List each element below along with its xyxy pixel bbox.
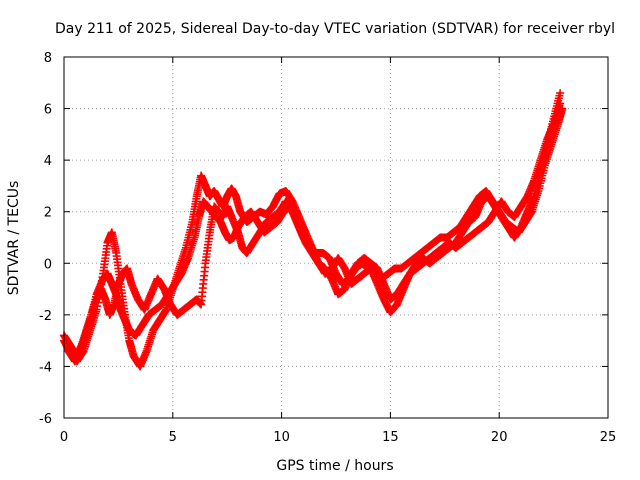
series-track-a	[60, 89, 565, 371]
x-tick-label: 25	[600, 430, 617, 445]
x-tick-label: 0	[60, 430, 68, 445]
y-axis-ticks: -6 -4 -2 0 2 4 6 8	[39, 51, 608, 427]
x-axis-label: GPS time / hours	[276, 458, 393, 474]
x-tick-label: 10	[273, 430, 290, 445]
y-tick-label: 8	[44, 51, 52, 66]
y-tick-label: -4	[39, 360, 52, 375]
chart-title: Day 211 of 2025, Sidereal Day-to-day VTE…	[55, 21, 615, 37]
data-points	[60, 89, 567, 371]
y-tick-label: 6	[44, 103, 52, 118]
series-track-b	[60, 104, 567, 361]
x-tick-label: 20	[491, 430, 508, 445]
y-tick-label: -2	[39, 309, 52, 324]
series-track-c	[64, 99, 565, 366]
y-tick-label: 2	[44, 206, 52, 221]
x-axis-ticks: 0 5 10 15 20 25	[60, 57, 616, 445]
y-tick-label: 4	[44, 154, 52, 169]
x-tick-label: 5	[169, 430, 177, 445]
x-tick-label: 15	[382, 430, 399, 445]
y-axis-label: SDTVAR / TECUs	[6, 181, 22, 296]
data-point	[556, 99, 565, 108]
grid	[64, 57, 608, 418]
y-tick-label: 0	[44, 257, 52, 272]
plot-frame	[63, 56, 609, 419]
data-point	[556, 89, 565, 98]
y-tick-label: -6	[39, 412, 52, 427]
